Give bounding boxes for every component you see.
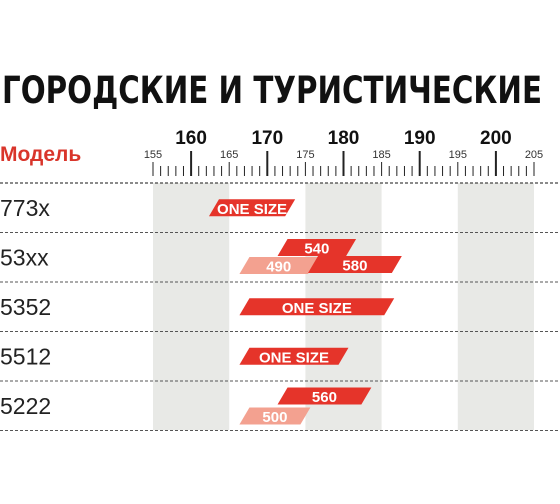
tick-label-160: 160 [175,128,207,149]
column-header-model: Модель [0,143,81,166]
model-row-773x: 773x ONE SIZE [0,195,560,233]
size-bar-label: ONE SIZE [259,349,329,366]
size-bar-label: 490 [266,259,291,276]
model-label: 53xx [0,244,49,270]
size-bar-label: 500 [262,409,287,426]
model-label: 5222 [0,393,51,419]
size-bar [239,257,319,274]
chart-title: ГОРОДСКИЕ И ТУРИСТИЧЕСКИЕ [2,69,542,112]
tick-label-175: 175 [296,149,314,161]
tick-label-205: 205 [525,149,543,161]
model-label: 773x [0,195,50,221]
shaded-band-2 [457,183,534,430]
model-row-5352: 5352 ONE SIZE [0,294,560,332]
size-bar [277,387,372,405]
shaded-band-0 [153,183,230,430]
size-bar [239,347,349,365]
size-bar-label: ONE SIZE [282,300,352,317]
tick-label-185: 185 [372,149,390,161]
size-bar-label: 580 [342,258,367,275]
size-bar [239,407,311,425]
tick-label-170: 170 [251,128,283,149]
model-label: 5512 [0,343,51,369]
tick-label-165: 165 [220,149,238,161]
size-bar [239,298,395,316]
size-bar-label: 540 [304,241,329,258]
tick-label-190: 190 [404,128,436,149]
size-bar-label: 560 [312,389,337,406]
model-row-53xx: 53xx 490 540 580 [0,239,560,283]
size-bar [308,256,402,273]
tick-label-155: 155 [144,149,162,161]
model-row-5512: 5512 ONE SIZE [0,343,560,382]
size-bar [208,199,296,217]
tick-label-200: 200 [480,128,512,149]
height-axis: 160 170 180 190 200 155 165 175 185 195 205 [0,128,560,184]
tick-label-195: 195 [449,149,467,161]
tick-label-180: 180 [328,128,360,149]
size-bar-label: ONE SIZE [217,201,287,218]
size-bar [277,239,357,256]
model-label: 5352 [0,294,51,320]
model-row-5222: 5222 500 560 [0,387,560,431]
